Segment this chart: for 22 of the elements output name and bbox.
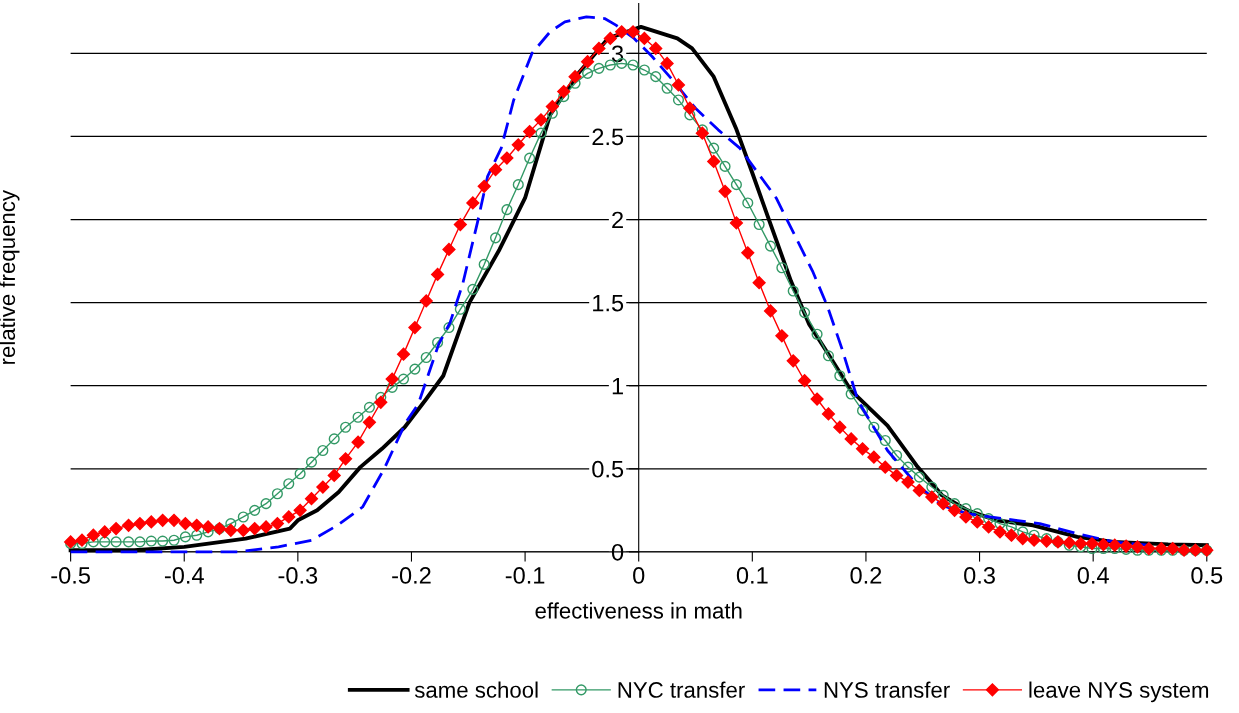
x-tick-label: -0.2	[392, 567, 431, 584]
legend-label: leave NYS system	[1029, 681, 1209, 703]
y-tick-label: 0.5	[592, 460, 624, 478]
x-tick-label: 0.3	[964, 567, 995, 584]
legend-label: NYS transfer	[824, 681, 950, 698]
x-tick-label: 0.5	[1191, 567, 1223, 584]
y-tick-label: 1	[612, 378, 623, 395]
x-tick-label: 0.2	[850, 567, 882, 584]
x-tick-label: 0.4	[1077, 567, 1109, 584]
x-tick-label: 0.1	[736, 567, 768, 584]
y-tick-label: 2.5	[592, 128, 624, 146]
x-tick-label: -0.1	[505, 567, 545, 584]
y-tick-label: 3	[611, 45, 624, 63]
x-axis-title: effectiveness in math	[535, 602, 742, 619]
x-tick-label: -0.4	[164, 567, 204, 584]
legend-label: same school	[414, 681, 538, 698]
y-tick-label: 1.5	[593, 294, 624, 312]
x-tick-label: 0	[633, 567, 645, 584]
legend-label: NYC transfer	[618, 681, 745, 698]
x-tick-label: -0.5	[51, 567, 90, 584]
y-tick-label: 2	[612, 211, 623, 229]
x-tick-label: -0.3	[278, 567, 318, 584]
